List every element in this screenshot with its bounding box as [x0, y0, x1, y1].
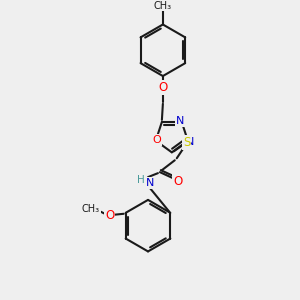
Text: O: O	[152, 135, 161, 145]
Text: O: O	[173, 175, 182, 188]
Text: N: N	[186, 137, 194, 147]
Text: N: N	[146, 178, 154, 188]
Text: CH₃: CH₃	[82, 204, 100, 214]
Text: CH₃: CH₃	[154, 1, 172, 11]
Text: N: N	[176, 116, 184, 126]
Text: S: S	[183, 136, 190, 149]
Text: O: O	[105, 209, 115, 222]
Text: H: H	[137, 175, 145, 185]
Text: O: O	[158, 81, 167, 94]
